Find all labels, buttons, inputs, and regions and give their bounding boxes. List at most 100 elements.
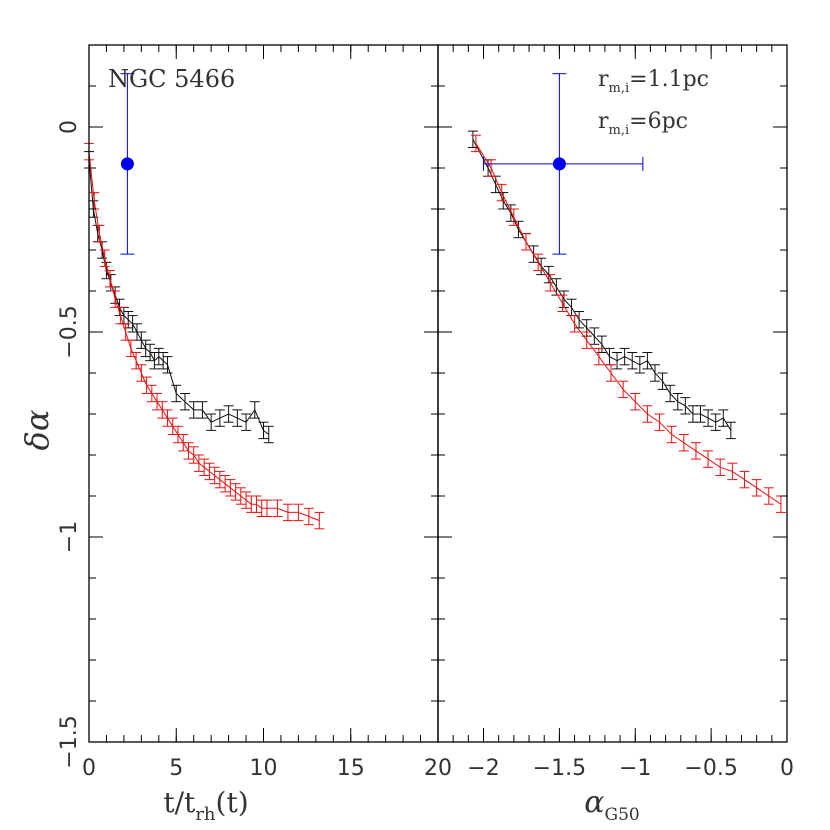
x-tick-label: 15: [337, 756, 365, 781]
series-1-point: [634, 356, 645, 374]
series-1-line: [472, 139, 732, 431]
series-1-point: [214, 409, 225, 427]
series-1-point: [206, 413, 217, 431]
series-1-point: [249, 401, 260, 419]
series-1-point: [171, 384, 182, 403]
series-1-point: [657, 372, 668, 390]
xlabel-main: t/t: [163, 786, 196, 819]
series-1-point: [612, 352, 623, 370]
series-2-point: [241, 491, 252, 509]
series-2-point: [303, 507, 314, 526]
series-2-point: [715, 458, 726, 476]
series-2-point: [125, 339, 136, 358]
series-2-point: [220, 475, 231, 493]
series-1-point: [680, 397, 691, 415]
series-2-point: [261, 499, 272, 517]
legend-1-tail: =1.1pc: [629, 67, 709, 92]
series-2-point: [209, 466, 220, 485]
series-2-point: [199, 458, 210, 476]
x-tick-label: 0: [780, 756, 794, 781]
series-1-point: [703, 409, 714, 427]
series-1-point: [513, 220, 524, 239]
series-1-point: [197, 401, 208, 419]
x-tick-label: −1: [619, 756, 651, 781]
x-tick-label: 20: [424, 756, 452, 781]
series-2-point: [557, 294, 568, 312]
legend-2-sub: m,i: [609, 123, 630, 138]
y-tick-label: −1: [57, 521, 82, 553]
legend-entry-2: rm,i=6pc: [598, 109, 688, 138]
series-2-point: [172, 425, 183, 444]
y-tick-label: 0: [57, 120, 82, 134]
series-2-point: [751, 479, 762, 497]
xlabel-alpha: α: [584, 785, 604, 820]
y-tick-label: −0.5: [57, 305, 82, 358]
x-tick-label: −0.5: [684, 756, 737, 781]
series-1-point: [665, 384, 676, 403]
series-2-point: [162, 409, 173, 427]
series-2-point: [314, 511, 325, 530]
series-2-line: [475, 143, 782, 505]
series-2-point: [508, 208, 519, 226]
series-2-point: [486, 159, 497, 177]
series-1-point: [627, 352, 638, 370]
series-2-point: [666, 425, 677, 444]
legend-1-sub: m,i: [609, 81, 630, 96]
series-2-point: [99, 249, 110, 267]
series-2-point: [282, 503, 293, 522]
series-2-point: [569, 315, 580, 333]
x-tick-label: −2: [467, 756, 499, 781]
series-1-point: [718, 409, 729, 427]
series-2-point: [593, 347, 604, 366]
x-tick-label: 5: [169, 756, 183, 781]
series-2-point: [533, 253, 544, 271]
series-1-point: [619, 347, 630, 366]
series-2-point: [470, 134, 481, 153]
right-marks: [467, 73, 786, 513]
series-2-point: [131, 352, 142, 370]
xlabel-sub: rh: [195, 804, 216, 825]
right-plot-frame: [437, 44, 788, 743]
observed-point: [483, 73, 644, 255]
series-2-point: [605, 364, 616, 382]
x-tick-label: −1.5: [533, 756, 586, 781]
series-1-line: [88, 159, 270, 435]
series-1-point: [153, 347, 164, 366]
series-1-point: [725, 421, 736, 440]
legend: rm,i=1.1pc rm,i=6pc: [598, 67, 709, 138]
series-2-point: [545, 274, 556, 292]
legend-entry-1: rm,i=1.1pc: [598, 67, 709, 96]
left-marks: [84, 73, 325, 530]
x-tick-label: 10: [250, 756, 278, 781]
series-2-point: [581, 331, 592, 349]
series-2-point: [141, 376, 152, 394]
series-2-point: [104, 270, 115, 288]
series-2-point: [204, 462, 215, 481]
series-1-point: [223, 405, 234, 423]
series-2-point: [739, 470, 750, 489]
series-1-point: [710, 413, 721, 431]
series-2-point: [763, 487, 774, 505]
series-2-point: [630, 393, 641, 411]
xlabel-tail: (t): [216, 786, 249, 819]
series-2-point: [94, 224, 105, 243]
left-x-axis-title: t/trh(t): [163, 786, 248, 825]
series-1-point: [123, 311, 134, 329]
series-2-point: [690, 442, 701, 460]
left-plot-frame: [88, 44, 439, 743]
series-1-point: [179, 393, 190, 411]
series-2-point: [230, 483, 241, 501]
series-2-point: [678, 434, 689, 452]
series-2-point: [496, 183, 507, 202]
series-2-point: [188, 446, 199, 464]
series-2-point: [775, 495, 786, 513]
series-2-point: [225, 479, 236, 497]
series-2-point: [293, 503, 304, 522]
series-1-point: [149, 352, 160, 370]
y-tick-label: −1.5: [57, 715, 82, 768]
series-1-point: [649, 364, 660, 382]
observed-point-marker: [120, 157, 134, 171]
series-2-point: [214, 470, 225, 489]
panel-annotation: NGC 5466: [108, 65, 235, 93]
